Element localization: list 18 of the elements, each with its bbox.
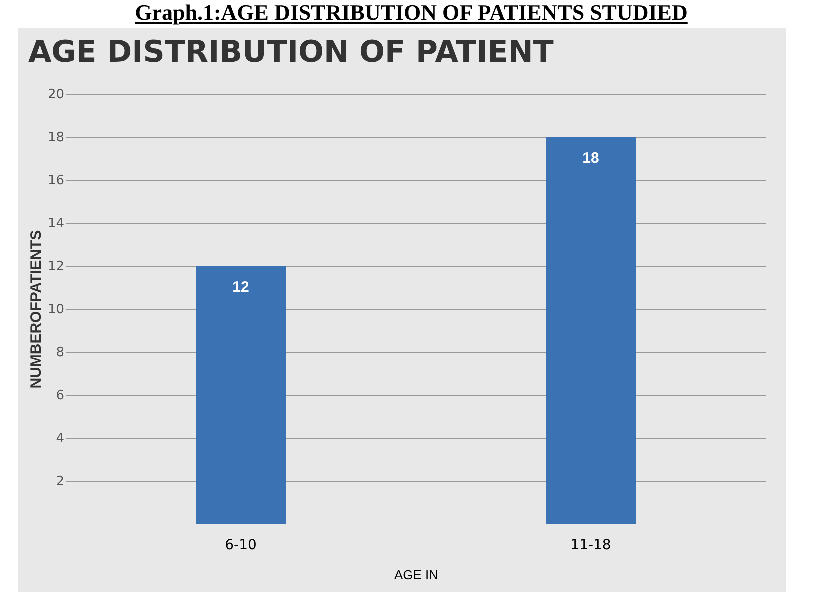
data-label: 12 [232, 279, 250, 296]
y-axis-title: NUMBEROFPATIENTS [28, 230, 45, 389]
y-tick-label: 2 [56, 474, 64, 490]
text: Graph.1:AGE DISTRIBUTION OF PATIENTS STUDIED [134, 0, 689, 27]
y-tick-label: 6 [56, 388, 64, 404]
y-tick-label: 8 [56, 346, 64, 360]
y-tick-label: 4 [56, 432, 64, 446]
chart-title: AGE DISTRIBUTION OF PATIENT [28, 35, 554, 70]
y-tick-label: 14 [48, 216, 64, 232]
y-tick-label: 16 [48, 174, 64, 188]
y-tick-label: 10 [48, 302, 64, 318]
data-label: 18 [582, 150, 600, 167]
y-tick-label: 12 [48, 260, 64, 274]
y-tick-label: 18 [48, 130, 64, 146]
y-tick-label: 20 [48, 88, 64, 102]
x-tick-label: 6-10 [225, 538, 257, 554]
x-tick-label: 11-18 [570, 538, 612, 554]
x-axis-title: AGE IN [394, 568, 439, 582]
